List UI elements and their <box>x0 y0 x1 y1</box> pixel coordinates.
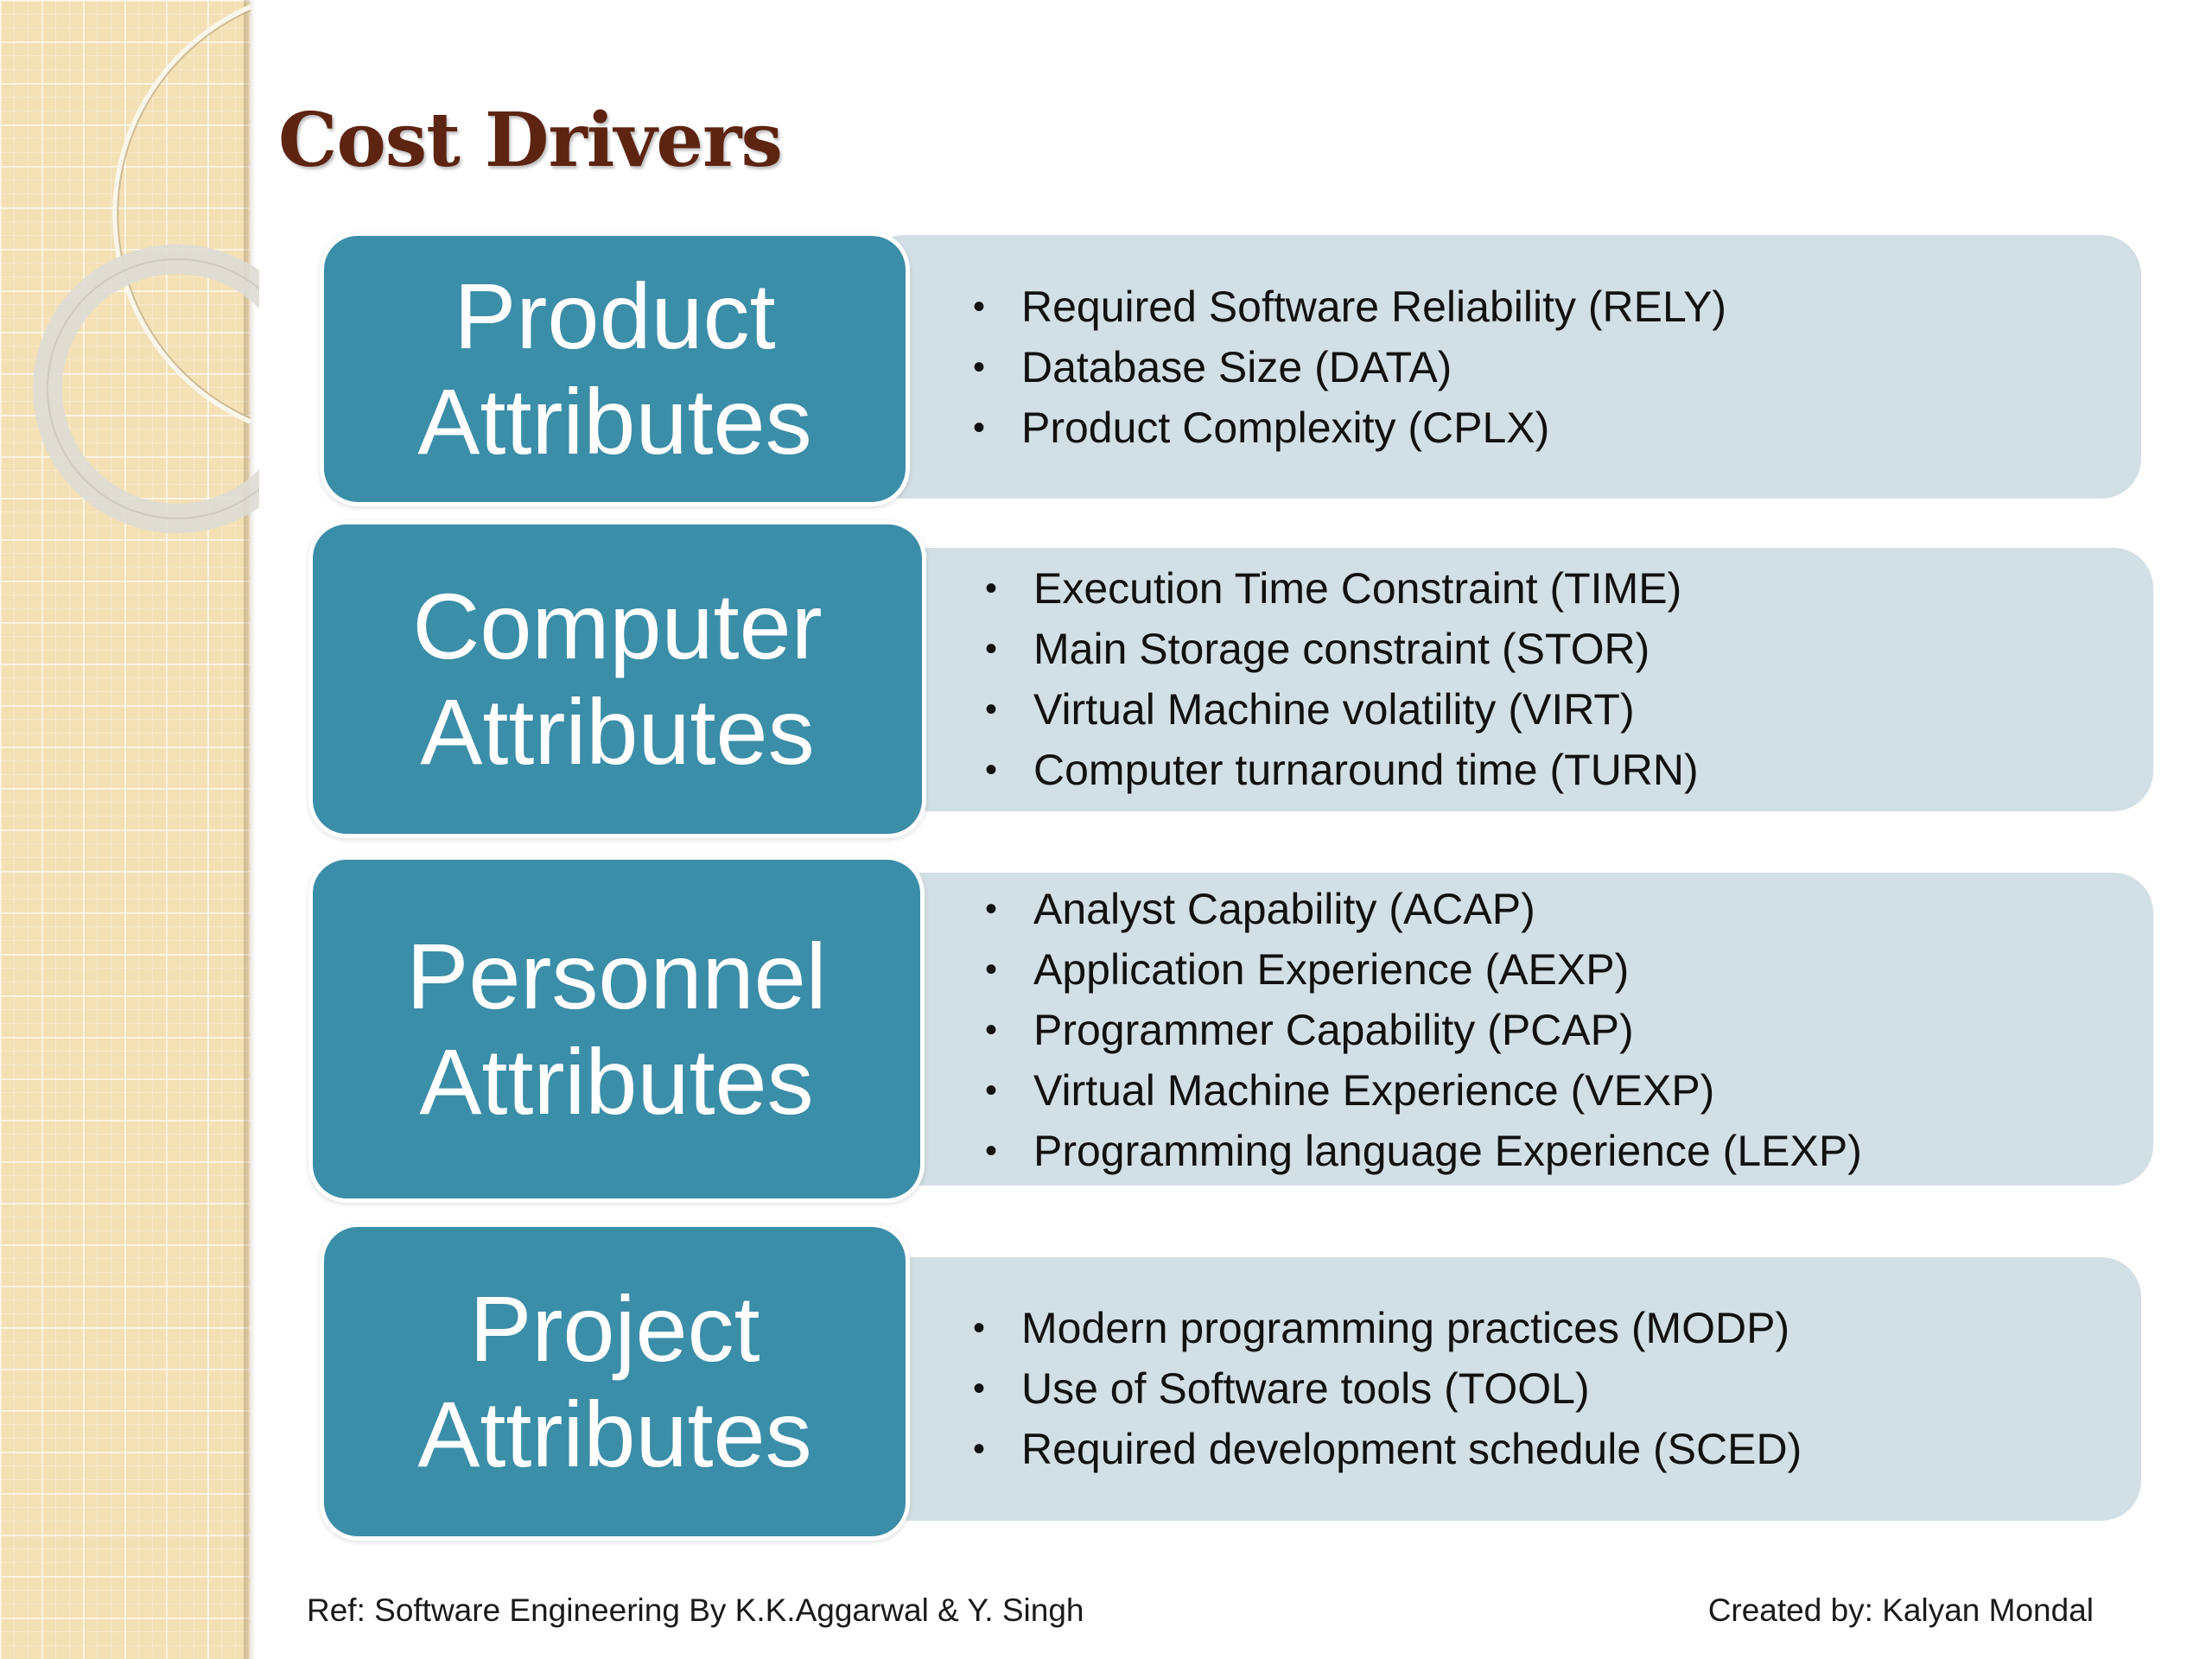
project-attributes-label: Project Attributes <box>320 1223 910 1541</box>
list-item: • Database Size (DATA) <box>973 337 1726 397</box>
list-item: • Programmer Capability (PCAP) <box>985 1000 1862 1060</box>
bullet-icon: • <box>973 1370 986 1408</box>
bullet-icon: • <box>985 890 998 928</box>
list-item: • Required development schedule (SCED) <box>973 1419 1802 1479</box>
list-item: • Virtual Machine Experience (VEXP) <box>985 1060 1862 1121</box>
list-item: • Required Software Reliability (RELY) <box>973 276 1726 337</box>
bullet-icon: • <box>973 288 986 326</box>
label-line-2: Attributes <box>420 679 815 784</box>
computer-attributes-label: Computer Attributes <box>308 520 926 838</box>
computer-items-panel <box>873 548 2153 811</box>
label-line-1: Project <box>469 1276 760 1381</box>
label-line-2: Attributes <box>417 369 812 474</box>
side-strip-shadow <box>244 0 256 1659</box>
bullet-icon: • <box>985 690 998 728</box>
bullet-icon: • <box>985 950 998 988</box>
personnel-items-panel <box>873 873 2153 1185</box>
label-line-2: Attributes <box>419 1029 814 1134</box>
product-items-list: • Required Software Reliability (RELY) • D… <box>973 276 1726 458</box>
list-item: • Execution Time Constraint (TIME) <box>985 558 1699 619</box>
product-attributes-label: Product Attributes <box>320 232 910 506</box>
slide-title: Cost Drivers <box>278 97 783 184</box>
bullet-icon: • <box>985 630 998 668</box>
reference-footer: Ref: Software Engineering By K.K.Aggarwa… <box>307 1592 1084 1628</box>
list-item: • Computer turnaround time (TURN) <box>985 740 1699 800</box>
bullet-icon: • <box>985 569 998 607</box>
label-line-1: Personnel <box>406 924 827 1028</box>
label-line-1: Computer <box>412 574 823 678</box>
bullet-icon: • <box>985 1011 998 1049</box>
credit-footer: Created by: Kalyan Mondal <box>1707 1592 2094 1628</box>
bullet-icon: • <box>973 1309 986 1347</box>
list-item: • Main Storage constraint (STOR) <box>985 619 1699 679</box>
bullet-icon: • <box>973 348 986 386</box>
list-item: • Use of Software tools (TOOL) <box>973 1358 1802 1419</box>
list-item: • Modern programming practices (MODP) <box>973 1298 1802 1358</box>
label-line-1: Product <box>454 264 776 368</box>
bullet-icon: • <box>985 751 998 789</box>
project-items-list: • Modern programming practices (MODP) • Us… <box>973 1298 1802 1479</box>
list-item: • Product Complexity (CPLX) <box>973 397 1726 458</box>
bullet-icon: • <box>985 1132 998 1170</box>
list-item: • Application Experience (AEXP) <box>985 939 1862 1000</box>
bullet-icon: • <box>973 409 986 447</box>
computer-items-list: • Execution Time Constraint (TIME) • Main … <box>985 558 1699 800</box>
product-items-panel <box>864 235 2141 499</box>
personnel-attributes-label: Personnel Attributes <box>308 855 925 1203</box>
list-item: • Virtual Machine volatility (VIRT) <box>985 679 1699 740</box>
decorative-rings <box>33 4 259 533</box>
label-line-2: Attributes <box>417 1382 812 1486</box>
bullet-icon: • <box>973 1430 986 1468</box>
personnel-items-list: • Analyst Capability (ACAP) • Application … <box>985 879 1862 1181</box>
bullet-icon: • <box>985 1071 998 1109</box>
list-item: • Analyst Capability (ACAP) <box>985 879 1862 939</box>
list-item: • Programming language Experience (LEXP) <box>985 1121 1862 1181</box>
project-items-panel <box>864 1257 2141 1521</box>
